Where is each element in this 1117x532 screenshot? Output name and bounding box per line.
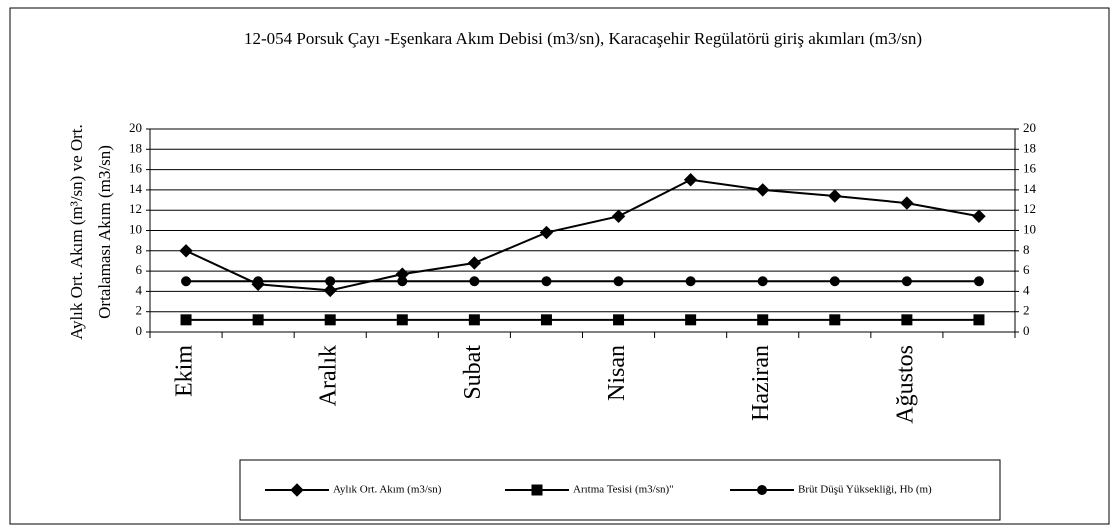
y2-tick-label: 4: [1023, 282, 1030, 297]
data-point: [972, 209, 986, 223]
data-point: [181, 276, 192, 287]
y2-tick-label: 0: [1023, 323, 1030, 338]
data-point: [973, 276, 984, 287]
data-point: [901, 314, 913, 326]
y-tick-label: 14: [129, 181, 143, 196]
data-point: [541, 276, 552, 287]
data-point: [611, 209, 626, 223]
data-point: [757, 276, 768, 287]
data-point: [467, 256, 482, 270]
y2-tick-label: 8: [1023, 242, 1030, 257]
chart-frame: [9, 7, 1110, 525]
y2-tick-label: 18: [1023, 140, 1036, 155]
data-point: [469, 276, 480, 287]
legend-label: Brüt Düşü Yüksekliği, Hb (m): [798, 484, 932, 496]
data-point: [900, 196, 914, 210]
chart-title: 12-054 Porsuk Çayı -Eşenkara Akım Debisi…: [244, 29, 922, 48]
data-point: [324, 314, 336, 326]
data-point: [829, 314, 841, 326]
data-point: [323, 283, 337, 298]
data-point: [540, 314, 552, 326]
y-tick-label: 4: [136, 282, 143, 297]
data-point: [829, 276, 840, 287]
data-point: [179, 244, 193, 258]
data-point: [683, 173, 698, 187]
data-point: [613, 276, 624, 287]
y-axis-label: Ortalaması Akım (m3/sn): [95, 145, 114, 319]
data-point: [685, 276, 696, 287]
y-tick-label: 20: [129, 120, 142, 135]
data-point: [397, 276, 408, 287]
data-point: [756, 183, 770, 197]
x-tick-label: Aralık: [316, 345, 342, 406]
x-tick-label: Subat: [460, 345, 486, 400]
legend-label: Aylık Ort. Akım (m3/sn): [333, 484, 442, 496]
legend-marker: [531, 484, 543, 496]
data-point: [613, 314, 625, 326]
y-tick-label: 18: [129, 140, 142, 155]
legend-marker: [290, 483, 304, 497]
data-point: [539, 225, 554, 240]
x-tick-label: Nisan: [604, 345, 630, 401]
y-tick-label: 6: [136, 262, 143, 277]
legend-marker: [757, 485, 767, 495]
x-tick-label: Haziran: [748, 345, 774, 421]
x-tick-label: Ağustos: [892, 345, 918, 424]
data-point: [828, 189, 842, 203]
data-point: [325, 276, 336, 287]
data-point: [180, 314, 192, 326]
data-point: [253, 276, 264, 287]
y-tick-label: 8: [136, 242, 143, 257]
y2-tick-label: 16: [1023, 161, 1037, 176]
y-tick-label: 16: [129, 161, 143, 176]
y2-tick-label: 12: [1023, 201, 1036, 216]
legend-box: [239, 459, 1001, 521]
y2-tick-label: 14: [1023, 181, 1037, 196]
y2-tick-label: 20: [1023, 120, 1036, 135]
y-tick-label: 0: [136, 323, 143, 338]
legend-label: Arıtma Tesisi (m3/sn)": [573, 484, 674, 496]
y2-tick-label: 2: [1023, 303, 1030, 318]
y2-tick-label: 10: [1023, 221, 1036, 236]
data-point: [757, 314, 769, 326]
data-point: [252, 314, 264, 326]
data-point: [396, 314, 408, 326]
data-point: [468, 314, 480, 326]
y-tick-label: 2: [136, 303, 143, 318]
x-tick-label: Ekim: [172, 345, 198, 397]
y2-tick-label: 6: [1023, 262, 1030, 277]
data-point: [973, 314, 985, 326]
y-tick-label: 10: [129, 221, 142, 236]
data-point: [901, 276, 912, 287]
y-axis-label: Aylık Ort. Akım (m³/sn) ve Ort.: [67, 124, 86, 340]
data-point: [685, 314, 697, 326]
y-tick-label: 12: [129, 201, 142, 216]
series-line: [185, 178, 980, 292]
